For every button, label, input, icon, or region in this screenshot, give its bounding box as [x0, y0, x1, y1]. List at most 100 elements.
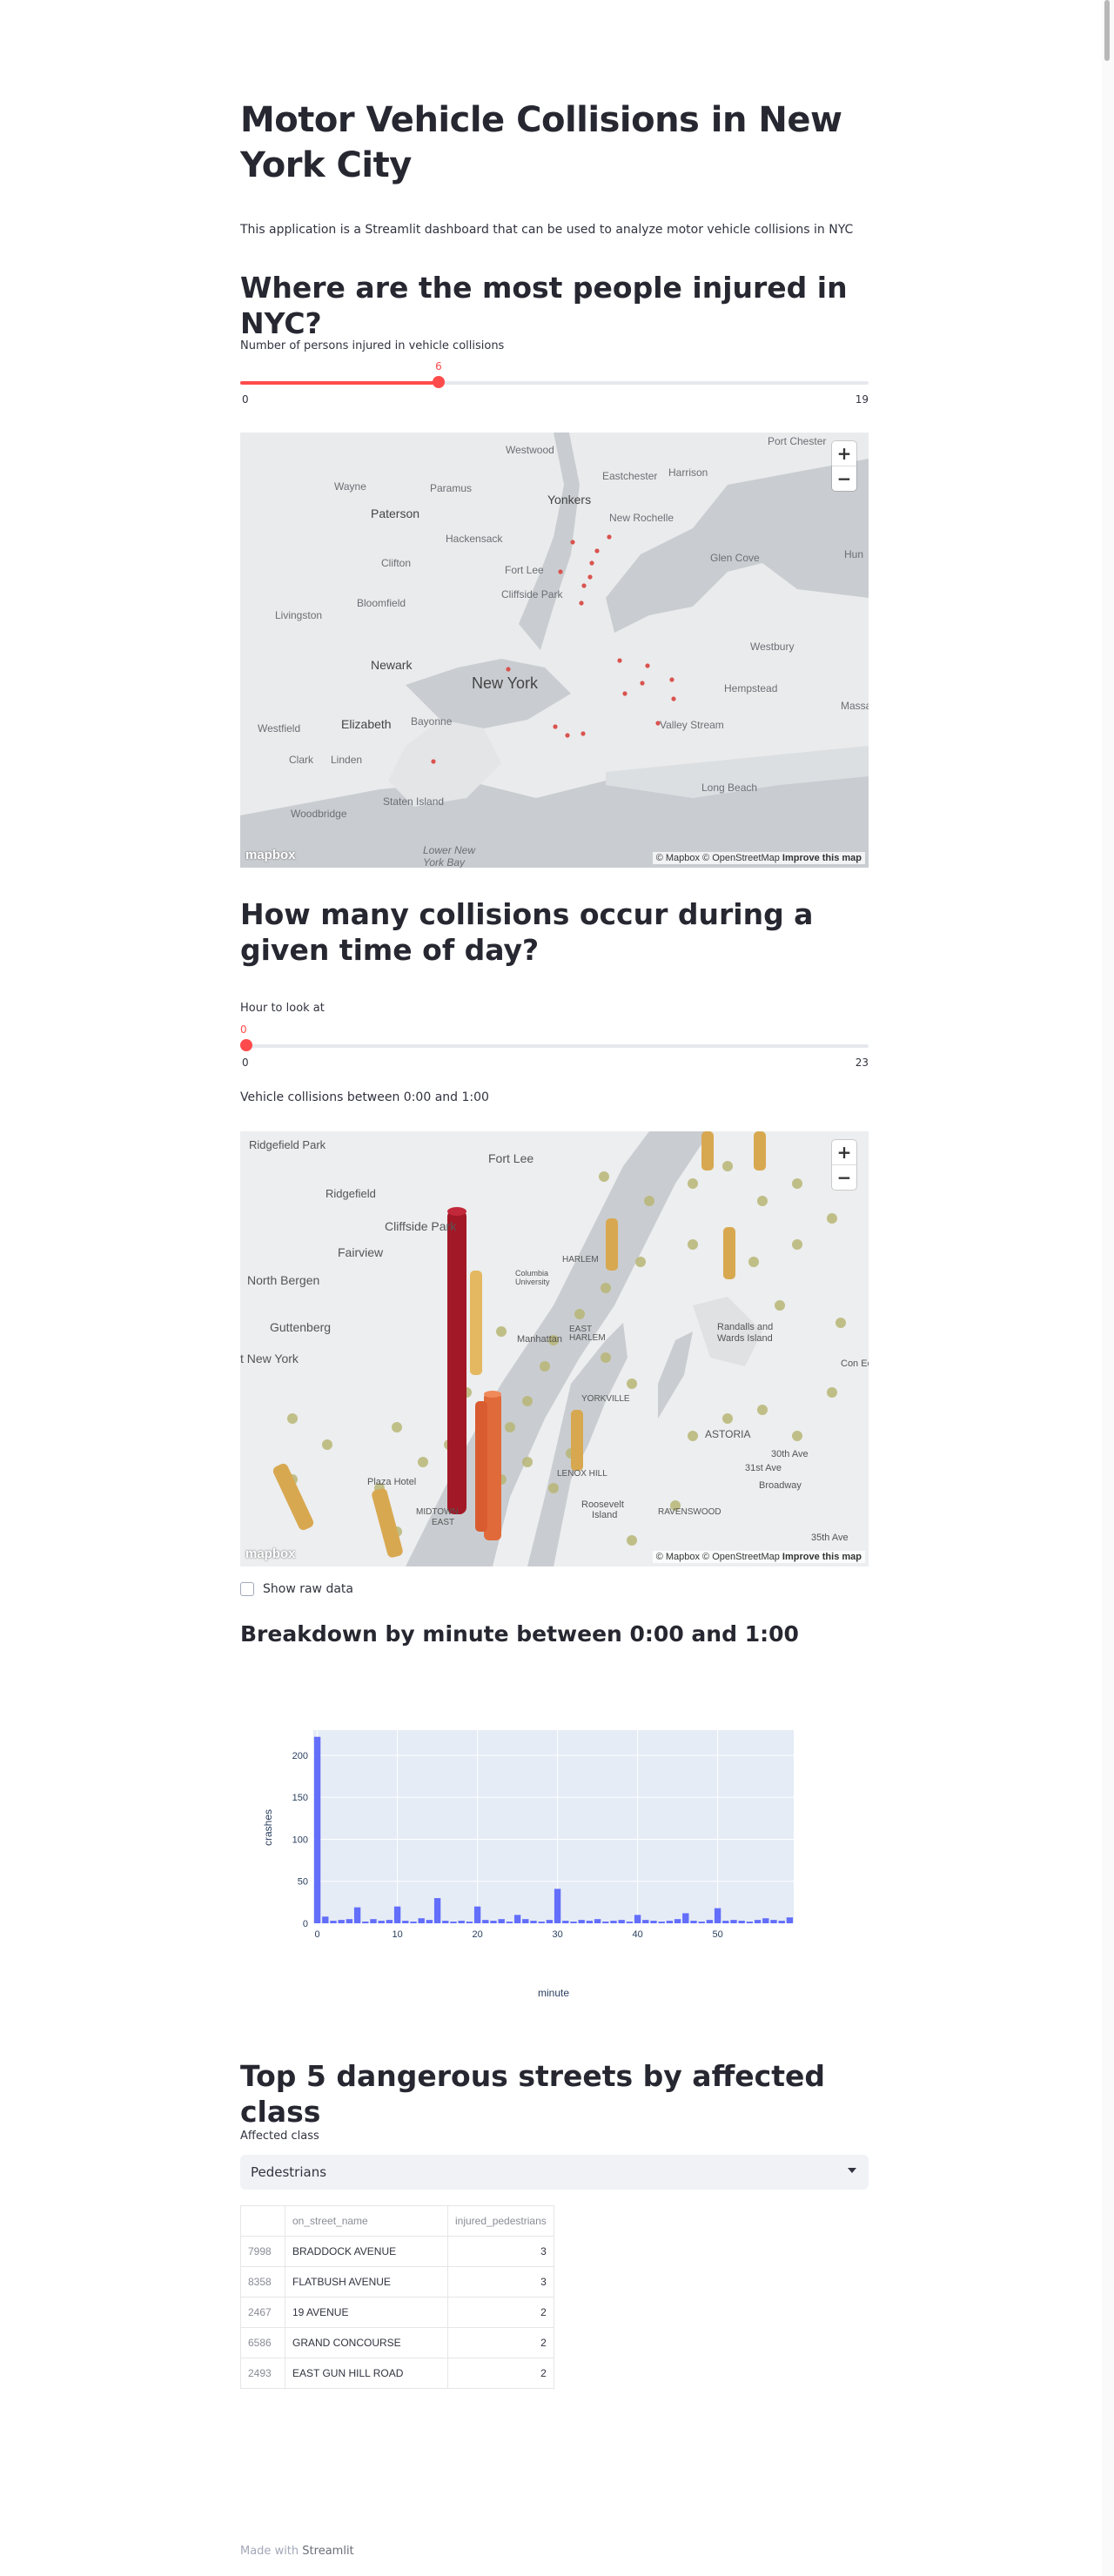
- bar[interactable]: [506, 1922, 513, 1923]
- street-name-cell[interactable]: EAST GUN HILL ROAD: [285, 2358, 448, 2389]
- affected-class-select[interactable]: Pedestrians: [240, 2155, 869, 2190]
- bar[interactable]: [402, 1921, 409, 1923]
- bar[interactable]: [770, 1920, 777, 1923]
- zoom-in-button[interactable]: +: [836, 443, 852, 464]
- injuries-map[interactable]: Port Chester Westwood Eastchester Harriso…: [240, 433, 869, 868]
- chevron-down-icon[interactable]: [848, 2168, 856, 2173]
- injured-cell[interactable]: 2: [447, 2327, 554, 2358]
- bar[interactable]: [706, 1920, 714, 1923]
- bar[interactable]: [586, 1921, 594, 1923]
- slider-thumb[interactable]: [240, 1039, 252, 1051]
- bar[interactable]: [466, 1922, 473, 1923]
- bar[interactable]: [458, 1921, 465, 1923]
- select-value[interactable]: Pedestrians: [251, 2164, 327, 2180]
- bar[interactable]: [322, 1916, 329, 1923]
- column-header[interactable]: on_street_name: [285, 2205, 448, 2237]
- bar[interactable]: [522, 1919, 529, 1923]
- bar[interactable]: [658, 1922, 665, 1923]
- bar[interactable]: [393, 1906, 401, 1923]
- improve-map-link[interactable]: Improve this map: [782, 853, 862, 863]
- bar[interactable]: [626, 1922, 634, 1923]
- bar[interactable]: [778, 1921, 785, 1923]
- zoom-out-button[interactable]: −: [832, 466, 856, 491]
- attribution-text[interactable]: © Mapbox © OpenStreetMap: [655, 853, 780, 863]
- bar[interactable]: [490, 1921, 497, 1923]
- table-row[interactable]: 6586 GRAND CONCOURSE 2: [240, 2327, 554, 2358]
- improve-map-link[interactable]: Improve this map: [782, 1552, 862, 1562]
- bar[interactable]: [722, 1921, 729, 1923]
- street-name-cell[interactable]: BRADDOCK AVENUE: [285, 2236, 448, 2267]
- bar[interactable]: [634, 1915, 641, 1923]
- streamlit-link[interactable]: Streamlit: [302, 2545, 354, 2558]
- checkbox-box[interactable]: [240, 1582, 254, 1596]
- street-name-cell[interactable]: GRAND CONCOURSE: [285, 2327, 448, 2358]
- table-row[interactable]: 2467 19 AVENUE 2: [240, 2297, 554, 2328]
- checkbox-label[interactable]: Show raw data: [263, 1582, 353, 1596]
- bar[interactable]: [578, 1920, 585, 1923]
- table-row[interactable]: 2493 EAST GUN HILL ROAD 2: [240, 2358, 554, 2389]
- bar[interactable]: [546, 1920, 554, 1923]
- bar[interactable]: [538, 1922, 545, 1923]
- slider-track[interactable]: [240, 1044, 869, 1048]
- bar[interactable]: [426, 1920, 433, 1923]
- column-header[interactable]: injured_pedestrians: [447, 2205, 554, 2237]
- show-raw-data-checkbox[interactable]: Show raw data: [240, 1582, 353, 1596]
- bar[interactable]: [410, 1922, 417, 1923]
- street-name-cell[interactable]: FLATBUSH AVENUE: [285, 2266, 448, 2298]
- column-header[interactable]: [240, 2205, 285, 2237]
- table-row[interactable]: 8358 FLATBUSH AVENUE 3: [240, 2266, 554, 2298]
- streets-table[interactable]: on_street_name injured_pedestrians 7998 …: [240, 2205, 554, 2389]
- bar[interactable]: [482, 1920, 489, 1923]
- bar[interactable]: [690, 1921, 697, 1923]
- bar[interactable]: [433, 1898, 441, 1923]
- bar[interactable]: [618, 1920, 625, 1923]
- bar[interactable]: [330, 1921, 337, 1923]
- collisions-3d-map[interactable]: Ridgefield Park Fort Lee Ridgefield Cliffs…: [240, 1131, 869, 1566]
- bar[interactable]: [418, 1918, 425, 1923]
- bar[interactable]: [698, 1922, 705, 1923]
- bar[interactable]: [513, 1915, 521, 1923]
- bar[interactable]: [370, 1919, 377, 1923]
- page-scrollbar[interactable]: [1102, 0, 1114, 2576]
- bar[interactable]: [602, 1922, 609, 1923]
- attribution-text[interactable]: © Mapbox © OpenStreetMap: [655, 1552, 780, 1562]
- bar[interactable]: [714, 1908, 721, 1923]
- bar[interactable]: [346, 1919, 353, 1923]
- bar[interactable]: [473, 1906, 481, 1923]
- injured-cell[interactable]: 2: [447, 2358, 554, 2389]
- bar[interactable]: [450, 1922, 457, 1923]
- mapbox-logo[interactable]: mapbox: [245, 848, 296, 862]
- bar[interactable]: [386, 1920, 393, 1923]
- zoom-out-button[interactable]: −: [832, 1164, 856, 1190]
- slider-track[interactable]: [240, 381, 869, 385]
- bar[interactable]: [562, 1921, 569, 1923]
- bar[interactable]: [610, 1921, 617, 1923]
- street-name-cell[interactable]: 19 AVENUE: [285, 2297, 448, 2328]
- mapbox-logo[interactable]: mapbox: [245, 1546, 296, 1561]
- minute-bar-chart[interactable]: 0 10 20 30 40 50 0 50 100 150 200 minute crashes: [240, 1706, 869, 2002]
- bar[interactable]: [746, 1922, 754, 1923]
- bar[interactable]: [498, 1919, 505, 1923]
- injured-cell[interactable]: 2: [447, 2297, 554, 2328]
- bar[interactable]: [353, 1907, 361, 1923]
- bar[interactable]: [650, 1921, 657, 1923]
- injured-cell[interactable]: 3: [447, 2266, 554, 2298]
- injured-cell[interactable]: 3: [447, 2236, 554, 2267]
- bar[interactable]: [674, 1919, 681, 1923]
- bar[interactable]: [730, 1920, 737, 1923]
- bar[interactable]: [338, 1920, 345, 1923]
- hour-slider[interactable]: 0 0 23: [240, 1011, 869, 1069]
- bar[interactable]: [786, 1917, 794, 1923]
- bar[interactable]: [642, 1920, 649, 1923]
- table-row[interactable]: 7998 BRADDOCK AVENUE 3: [240, 2236, 554, 2267]
- bar[interactable]: [754, 1920, 762, 1923]
- bar[interactable]: [362, 1922, 369, 1923]
- injured-slider[interactable]: 6 0 19: [240, 348, 869, 406]
- slider-thumb[interactable]: [433, 376, 445, 388]
- bar[interactable]: [570, 1922, 577, 1923]
- bar[interactable]: [738, 1921, 745, 1923]
- bar[interactable]: [666, 1921, 674, 1923]
- bar[interactable]: [762, 1918, 769, 1923]
- bar[interactable]: [682, 1913, 689, 1923]
- bar[interactable]: [442, 1921, 449, 1923]
